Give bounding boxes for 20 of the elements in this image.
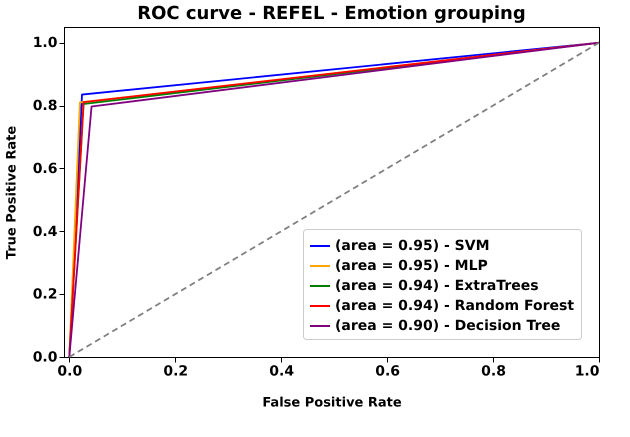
x-axis-title: False Positive Rate (262, 396, 402, 410)
x-tick-label: 0.6 (375, 364, 400, 380)
legend-label: (area = 0.95) - SVM (335, 238, 490, 254)
legend-label: (area = 0.90) - Decision Tree (335, 318, 560, 334)
y-tick-label: 0.6 (32, 160, 58, 177)
x-tick-label: 1.0 (574, 364, 600, 380)
y-tick-label: 0.8 (32, 98, 58, 114)
y-axis-title: True Positive Rate (4, 126, 20, 260)
y-tick-label: 0.0 (32, 350, 58, 366)
y-tick-label: 0.4 (32, 224, 58, 240)
y-tick-label: 0.2 (32, 286, 58, 303)
x-tick-label: 0.2 (163, 364, 188, 380)
x-tick-label: 0.8 (481, 364, 506, 380)
x-tick-label: 0.0 (57, 364, 82, 380)
legend-label: (area = 0.95) - MLP (335, 258, 488, 274)
legend-label: (area = 0.94) - ExtraTrees (335, 278, 539, 294)
y-tick-label: 1.0 (32, 35, 58, 52)
legend-label: (area = 0.94) - Random Forest (335, 298, 574, 314)
chart-title: ROC curve - REFEL - Emotion grouping (137, 3, 526, 24)
x-tick-label: 0.4 (269, 364, 294, 380)
